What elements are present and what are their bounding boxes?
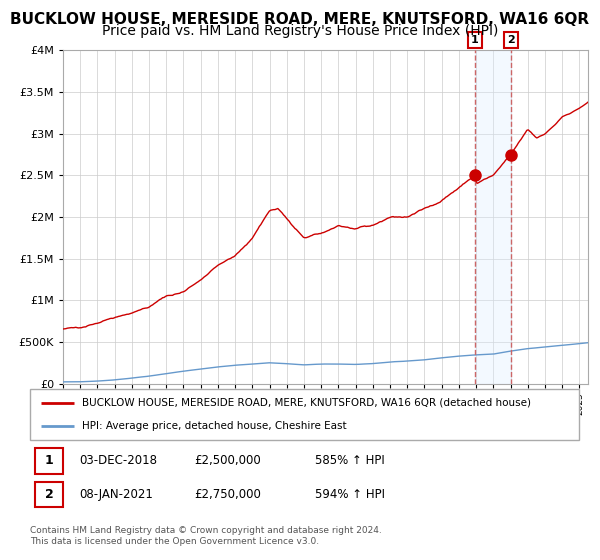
Text: 08-JAN-2021: 08-JAN-2021 [79,488,153,501]
Text: BUCKLOW HOUSE, MERESIDE ROAD, MERE, KNUTSFORD, WA16 6QR (detached house): BUCKLOW HOUSE, MERESIDE ROAD, MERE, KNUT… [82,398,531,408]
Text: 2: 2 [45,488,53,501]
Text: HPI: Average price, detached house, Cheshire East: HPI: Average price, detached house, Ches… [82,421,347,431]
Text: 594% ↑ HPI: 594% ↑ HPI [316,488,385,501]
FancyBboxPatch shape [35,482,63,507]
FancyBboxPatch shape [30,389,579,440]
Text: 1: 1 [471,35,479,45]
Bar [475,50,511,384]
Text: 1: 1 [45,455,53,468]
Text: £2,500,000: £2,500,000 [194,455,262,468]
FancyBboxPatch shape [35,449,63,474]
Text: Contains HM Land Registry data © Crown copyright and database right 2024.
This d: Contains HM Land Registry data © Crown c… [30,526,382,546]
Text: 03-DEC-2018: 03-DEC-2018 [79,455,157,468]
Text: 2: 2 [507,35,515,45]
Text: 585% ↑ HPI: 585% ↑ HPI [316,455,385,468]
Text: BUCKLOW HOUSE, MERESIDE ROAD, MERE, KNUTSFORD, WA16 6QR: BUCKLOW HOUSE, MERESIDE ROAD, MERE, KNUT… [10,12,590,27]
Text: £2,750,000: £2,750,000 [194,488,262,501]
Text: Price paid vs. HM Land Registry's House Price Index (HPI): Price paid vs. HM Land Registry's House … [102,24,498,38]
